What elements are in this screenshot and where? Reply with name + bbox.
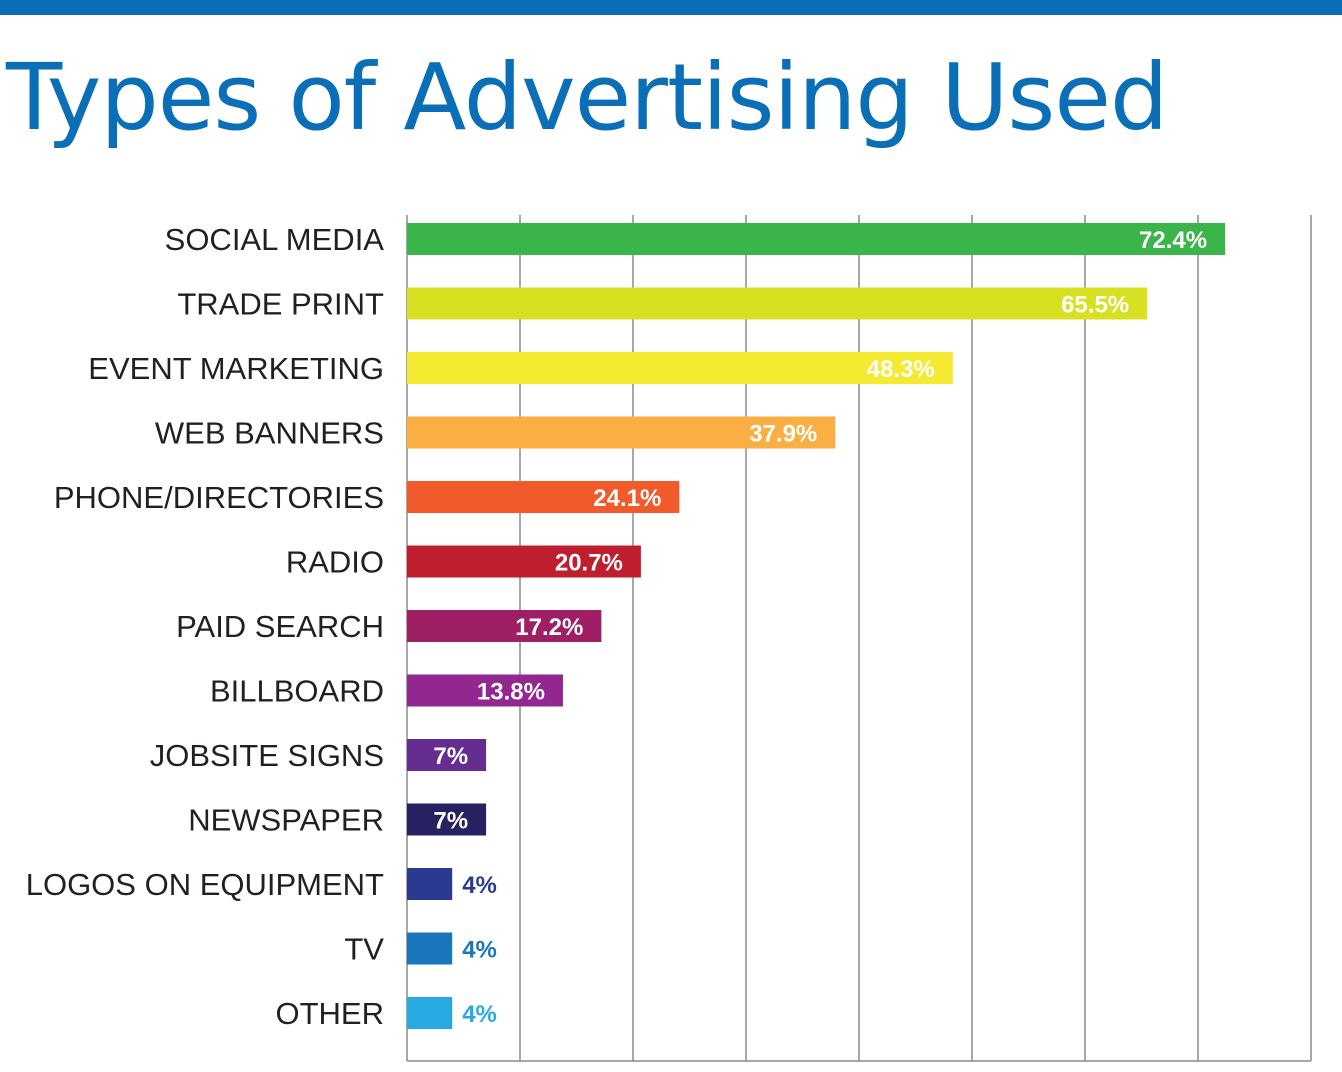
bar xyxy=(407,610,602,642)
value-label: 20.7% xyxy=(555,550,623,577)
category-label: JOBSITE SIGNS xyxy=(150,738,384,773)
category-label: SOCIAL MEDIA xyxy=(165,222,385,257)
category-label: TV xyxy=(344,932,384,967)
top-accent-bar xyxy=(0,0,1342,15)
category-label: PAID SEARCH xyxy=(176,609,384,644)
category-label: NEWSPAPER xyxy=(188,803,384,838)
category-label: RADIO xyxy=(286,545,384,580)
value-label: 13.8% xyxy=(477,679,545,706)
category-label: TRADE PRINT xyxy=(177,287,384,322)
value-label: 65.5% xyxy=(1061,292,1129,319)
value-label: 17.2% xyxy=(515,614,583,641)
value-label: 24.1% xyxy=(593,485,661,512)
bar xyxy=(407,674,563,707)
category-labels: SOCIAL MEDIA TRADE PRINT EVENT MARKETING WE… xyxy=(26,222,385,1031)
bar xyxy=(407,803,487,836)
value-label: 4% xyxy=(462,1001,497,1028)
value-label: 37.9% xyxy=(749,421,817,448)
value-label: 7% xyxy=(433,743,468,770)
value-label: 72.4% xyxy=(1139,227,1207,254)
bar xyxy=(407,545,641,578)
category-label: BILLBOARD xyxy=(210,674,384,709)
bar xyxy=(407,416,836,449)
page-title: Types of Advertising Used xyxy=(6,44,1168,151)
bar xyxy=(407,223,1226,255)
value-label: 4% xyxy=(462,937,497,964)
bar xyxy=(407,932,453,965)
category-label: EVENT MARKETING xyxy=(88,351,384,386)
category-label: OTHER xyxy=(276,996,385,1031)
bars xyxy=(407,223,1226,1029)
value-labels: 72.4% 65.5% 48.3% 37.9% 24.1% 20.7% 17.2% 13.8%… xyxy=(433,227,1207,1028)
bar xyxy=(407,352,953,384)
bar-chart: SOCIAL MEDIA TRADE PRINT EVENT MARKETING WE… xyxy=(26,215,1312,1062)
bar xyxy=(407,287,1148,320)
value-label: 48.3% xyxy=(867,356,935,383)
bar xyxy=(407,868,453,900)
value-label: 4% xyxy=(462,872,497,899)
bar xyxy=(407,481,680,513)
bar xyxy=(407,997,453,1029)
category-label: LOGOS ON EQUIPMENT xyxy=(26,867,384,902)
category-label: PHONE/DIRECTORIES xyxy=(54,480,384,515)
value-label: 7% xyxy=(433,808,468,835)
category-label: WEB BANNERS xyxy=(155,416,384,451)
bar xyxy=(407,739,487,771)
